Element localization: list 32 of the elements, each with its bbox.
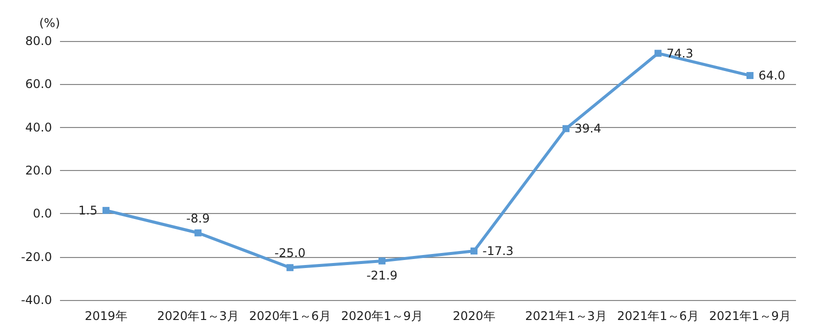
x-tick-label: 2019年 [84, 309, 128, 323]
x-tick-label: 2021年1～6月 [617, 309, 699, 323]
x-tick-label: 2020年1～9月 [341, 309, 423, 323]
data-label: 1.5 [78, 203, 98, 218]
x-tick-label: 2020年1～6月 [249, 309, 331, 323]
point [102, 206, 110, 214]
point [194, 229, 202, 236]
y-tick-label: 60.0 [25, 77, 52, 92]
point [378, 257, 386, 264]
y-tick-label: -20.0 [20, 250, 52, 264]
x-tick-label: 2020年1～3月 [157, 309, 239, 323]
x-tick-label: 2021年1～3月 [525, 309, 607, 323]
y-tick-label: 0.0 [32, 206, 52, 221]
point [654, 50, 662, 57]
y-axis-title: (%) [39, 16, 60, 30]
y-tick-label: 20.0 [25, 164, 52, 178]
data-label: -17.3 [482, 244, 514, 258]
y-tick-label: 40.0 [25, 120, 52, 134]
point [470, 248, 478, 255]
x-tick-label: 2021年1～9月 [709, 309, 791, 323]
point [286, 264, 294, 272]
data-label: -21.9 [366, 268, 398, 282]
data-label: 74.3 [666, 46, 694, 60]
point [746, 72, 754, 80]
data-label: 39.4 [574, 122, 602, 136]
x-tick-label: 2020年 [452, 309, 496, 323]
y-tick-label: -40.0 [20, 293, 52, 307]
data-label: -25.0 [274, 246, 306, 260]
y-tick-label: 80.0 [25, 34, 52, 48]
data-label: 64.0 [758, 68, 786, 83]
point [562, 125, 570, 132]
data-label: -8.9 [186, 211, 210, 226]
